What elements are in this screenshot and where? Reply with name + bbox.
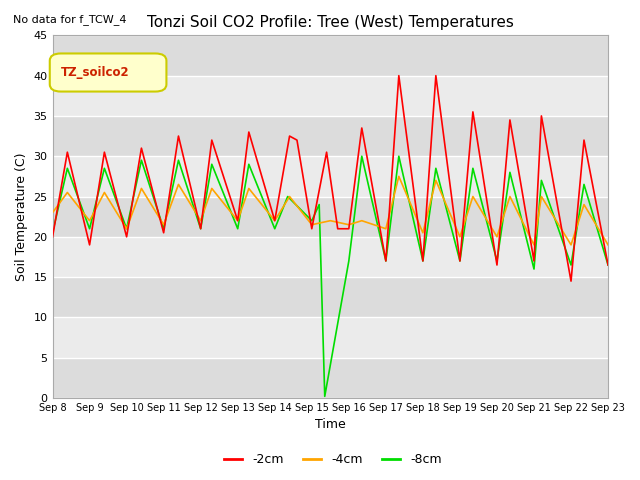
Title: Tonzi Soil CO2 Profile: Tree (West) Temperatures: Tonzi Soil CO2 Profile: Tree (West) Temp…	[147, 15, 514, 30]
FancyBboxPatch shape	[50, 53, 166, 92]
Bar	[52, 76, 608, 116]
Bar	[52, 196, 608, 237]
Bar	[52, 156, 608, 196]
Bar	[52, 36, 608, 76]
Bar	[52, 358, 608, 398]
Bar	[52, 317, 608, 358]
Legend: -2cm, -4cm, -8cm: -2cm, -4cm, -8cm	[219, 448, 447, 471]
Y-axis label: Soil Temperature (C): Soil Temperature (C)	[15, 153, 28, 281]
Bar	[52, 237, 608, 277]
Text: No data for f_TCW_4: No data for f_TCW_4	[13, 14, 126, 25]
X-axis label: Time: Time	[315, 419, 346, 432]
Bar	[52, 116, 608, 156]
Text: TZ_soilco2: TZ_soilco2	[61, 66, 129, 79]
Bar	[52, 277, 608, 317]
